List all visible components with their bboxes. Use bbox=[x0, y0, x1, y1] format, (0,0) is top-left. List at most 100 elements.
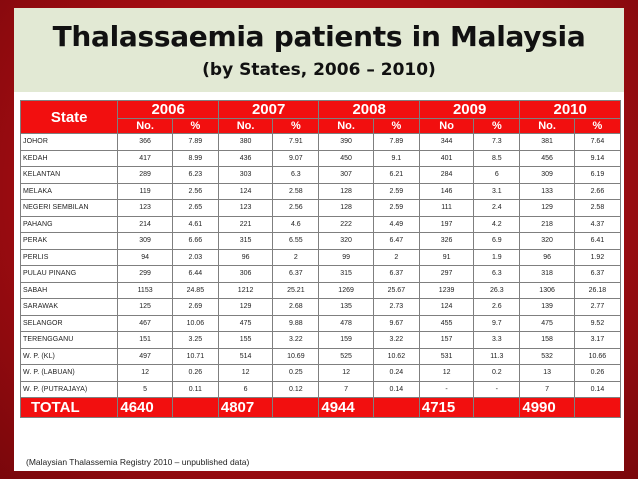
state-cell: PAHANG bbox=[19, 215, 119, 233]
percent-cell: 7.89 bbox=[171, 133, 219, 151]
percent-cell: 6.44 bbox=[171, 265, 219, 283]
patients-table-container: State 2006 2007 2008 2009 2010 No.% No.% No.% No%… bbox=[19, 100, 622, 418]
percent-cell: 0.14 bbox=[372, 380, 420, 398]
percent-cell: 0.12 bbox=[272, 380, 320, 398]
percent-cell: 6.55 bbox=[272, 232, 320, 250]
year-header: 2010 bbox=[519, 100, 621, 119]
percent-cell: 6.66 bbox=[171, 232, 219, 250]
count-cell: 124 bbox=[418, 298, 475, 316]
percent-cell: 2.4 bbox=[473, 199, 521, 217]
count-cell: 119 bbox=[117, 182, 173, 200]
total-label: TOTAL bbox=[19, 397, 119, 418]
percent-subheader: % bbox=[372, 118, 420, 134]
table-row: KELANTAN 289 6.23 303 6.3 307 6.21 284 6 309 6.19 bbox=[19, 166, 622, 184]
count-cell: 129 bbox=[217, 298, 274, 316]
percent-subheader: % bbox=[171, 118, 219, 134]
count-cell: 158 bbox=[519, 331, 575, 349]
state-cell: W. P. (LABUAN) bbox=[19, 364, 119, 382]
percent-cell: 2 bbox=[372, 248, 420, 266]
total-count-cell: 4807 bbox=[217, 397, 274, 418]
state-cell: TERENGGANU bbox=[19, 331, 119, 349]
percent-cell: 9.7 bbox=[473, 314, 521, 332]
count-cell: 514 bbox=[217, 347, 274, 365]
slide: Thalassaemia patients in Malaysia (by St… bbox=[14, 8, 624, 471]
table-row: PERAK 309 6.66 315 6.55 320 6.47 326 6.9 320 6.41 bbox=[19, 232, 622, 250]
percent-cell: 10.71 bbox=[171, 347, 219, 365]
count-cell: 125 bbox=[117, 298, 173, 316]
count-cell: 197 bbox=[418, 215, 475, 233]
percent-cell: 6.37 bbox=[573, 265, 622, 283]
percent-cell: 6.3 bbox=[473, 265, 521, 283]
percent-cell: 4.49 bbox=[372, 215, 420, 233]
count-cell: 218 bbox=[519, 215, 575, 233]
count-cell: 318 bbox=[519, 265, 575, 283]
year-header: 2009 bbox=[418, 100, 521, 119]
percent-cell: 26.3 bbox=[473, 281, 521, 299]
percent-cell: 4.2 bbox=[473, 215, 521, 233]
percent-subheader: % bbox=[573, 118, 622, 134]
percent-cell: 9.1 bbox=[372, 149, 420, 167]
count-cell: 525 bbox=[318, 347, 374, 365]
count-cell: 315 bbox=[217, 232, 274, 250]
percent-cell: 2.69 bbox=[171, 298, 219, 316]
percent-cell: 2.65 bbox=[171, 199, 219, 217]
percent-cell: 10.06 bbox=[171, 314, 219, 332]
count-subheader: No. bbox=[519, 118, 575, 134]
total-count-cell: 4990 bbox=[519, 397, 575, 418]
total-blank-cell bbox=[272, 397, 320, 418]
percent-subheader: % bbox=[473, 118, 521, 134]
table-row: PERLIS 94 2.03 96 2 99 2 91 1.9 96 1.92 bbox=[19, 248, 622, 266]
table-row: NEGERI SEMBILAN 123 2.65 123 2.56 128 2.59 111 2… bbox=[19, 199, 622, 217]
count-cell: 91 bbox=[418, 248, 475, 266]
percent-cell: 0.26 bbox=[171, 364, 219, 382]
percent-cell: 1.92 bbox=[573, 248, 622, 266]
count-cell: 96 bbox=[217, 248, 274, 266]
percent-cell: 2.68 bbox=[272, 298, 320, 316]
slide-title: Thalassaemia patients in Malaysia bbox=[52, 20, 586, 53]
state-cell: SELANGOR bbox=[19, 314, 119, 332]
percent-cell: 0.25 bbox=[272, 364, 320, 382]
table-row: W. P. (LABUAN) 12 0.26 12 0.25 12 0.24 12 0.2 13 0… bbox=[19, 364, 622, 382]
count-cell: 124 bbox=[217, 182, 274, 200]
count-cell: 1306 bbox=[519, 281, 575, 299]
percent-cell: 2.56 bbox=[171, 182, 219, 200]
count-cell: 450 bbox=[318, 149, 374, 167]
table-row: KEDAH 417 8.99 436 9.07 450 9.1 401 8.5 456 9.14 bbox=[19, 149, 622, 167]
count-cell: 133 bbox=[519, 182, 575, 200]
percent-cell: 6 bbox=[473, 166, 521, 184]
table-row: SABAH 1153 24.85 1212 25.21 1269 25.67 1239 26.3… bbox=[19, 281, 622, 299]
count-cell: 13 bbox=[519, 364, 575, 382]
subheader-row: No.% No.% No.% No% No.% bbox=[21, 118, 622, 134]
state-cell: SABAH bbox=[19, 281, 119, 299]
count-cell: 135 bbox=[318, 298, 374, 316]
percent-cell: 10.69 bbox=[272, 347, 320, 365]
count-cell: 94 bbox=[117, 248, 173, 266]
percent-cell: 3.22 bbox=[272, 331, 320, 349]
percent-cell: 1.9 bbox=[473, 248, 521, 266]
count-cell: 1269 bbox=[318, 281, 374, 299]
percent-cell: 4.61 bbox=[171, 215, 219, 233]
count-cell: 155 bbox=[217, 331, 274, 349]
patients-table: State 2006 2007 2008 2009 2010 No.% No.% No.% No%… bbox=[19, 100, 622, 418]
percent-cell: 2.6 bbox=[473, 298, 521, 316]
count-cell: 326 bbox=[418, 232, 475, 250]
total-blank-cell bbox=[473, 397, 521, 418]
count-cell: 467 bbox=[117, 314, 173, 332]
count-cell: 366 bbox=[117, 133, 173, 151]
title-band: Thalassaemia patients in Malaysia (by St… bbox=[14, 8, 624, 92]
percent-cell: 25.67 bbox=[372, 281, 420, 299]
count-cell: 390 bbox=[318, 133, 374, 151]
count-subheader: No. bbox=[217, 118, 274, 134]
percent-cell: 9.88 bbox=[272, 314, 320, 332]
count-cell: 478 bbox=[318, 314, 374, 332]
percent-cell: 9.14 bbox=[573, 149, 622, 167]
percent-cell: 6.37 bbox=[272, 265, 320, 283]
count-cell: 12 bbox=[418, 364, 475, 382]
count-cell: 222 bbox=[318, 215, 374, 233]
source-note: (Malaysian Thalassemia Registry 2010 – u… bbox=[26, 457, 250, 467]
count-cell: 299 bbox=[117, 265, 173, 283]
count-cell: 381 bbox=[519, 133, 575, 151]
slide-subtitle: (by States, 2006 – 2010) bbox=[202, 60, 436, 80]
count-cell: 531 bbox=[418, 347, 475, 365]
count-cell: 456 bbox=[519, 149, 575, 167]
